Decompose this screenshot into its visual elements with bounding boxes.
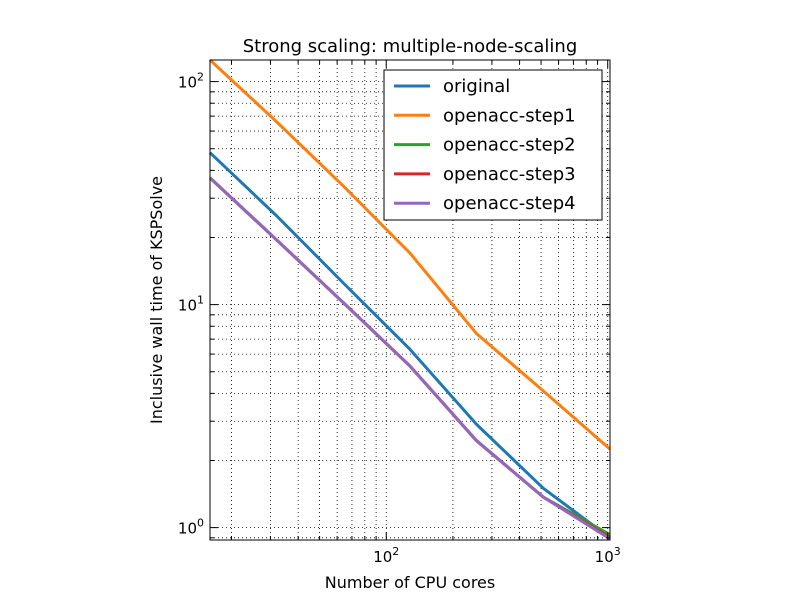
- x-axis-label: Number of CPU cores: [325, 573, 495, 592]
- chart-title: Strong scaling: multiple-node-scaling: [243, 36, 578, 57]
- series-line-openacc-step1: [208, 58, 611, 451]
- y-tick-label: 100: [178, 517, 204, 538]
- y-axis-label: Inclusive wall time of KSPSolve: [147, 176, 166, 424]
- series-group: [208, 58, 611, 541]
- legend-label: openacc-step3: [443, 164, 576, 185]
- legend-label: openacc-step2: [443, 135, 576, 156]
- y-tick-label: 102: [178, 71, 204, 92]
- legend: original openacc-step1 openacc-step2 openac…: [383, 69, 603, 221]
- legend-label: original: [443, 76, 510, 97]
- legend-label: openacc-step1: [443, 105, 576, 126]
- tick-labels: 102 103 100 101 102: [178, 71, 621, 566]
- y-tick-label: 101: [178, 294, 204, 315]
- plot-frame: [209, 59, 611, 541]
- x-tick-label: 103: [595, 545, 621, 566]
- ticks: [210, 60, 610, 540]
- series-line-openacc-step4: [208, 176, 611, 541]
- legend-label: openacc-step4: [443, 193, 576, 214]
- series-line-original: [208, 151, 611, 540]
- series-line-openacc-step2: [208, 176, 611, 536]
- x-tick-label: 102: [373, 545, 399, 566]
